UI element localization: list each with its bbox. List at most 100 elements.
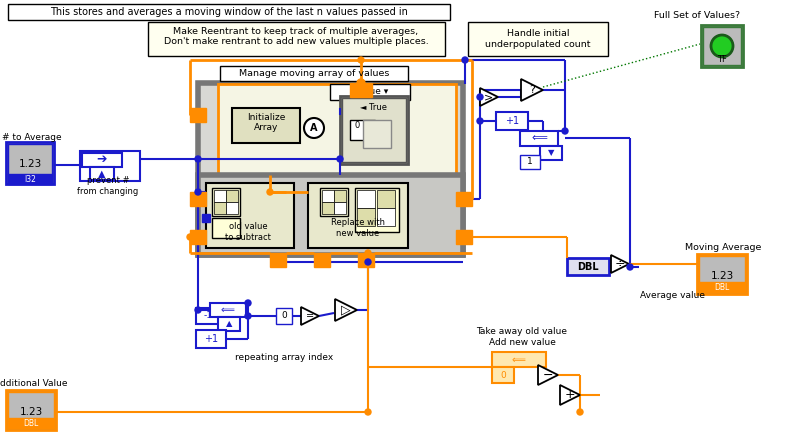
- Text: Handle initial
underpopulated count: Handle initial underpopulated count: [485, 29, 591, 49]
- Circle shape: [304, 118, 324, 138]
- FancyBboxPatch shape: [8, 144, 52, 178]
- FancyBboxPatch shape: [468, 22, 608, 56]
- Circle shape: [365, 259, 371, 265]
- FancyBboxPatch shape: [357, 208, 375, 226]
- FancyBboxPatch shape: [198, 175, 463, 255]
- Text: ▲: ▲: [226, 319, 232, 329]
- Circle shape: [562, 128, 568, 134]
- Circle shape: [195, 307, 201, 313]
- FancyBboxPatch shape: [334, 202, 346, 214]
- FancyBboxPatch shape: [8, 418, 54, 428]
- Text: # to Average: # to Average: [2, 132, 62, 141]
- Text: Initialize: Initialize: [247, 114, 285, 122]
- Circle shape: [267, 189, 273, 195]
- Circle shape: [365, 409, 371, 415]
- FancyBboxPatch shape: [308, 183, 408, 248]
- FancyBboxPatch shape: [540, 146, 562, 160]
- Text: ÷: ÷: [615, 257, 626, 270]
- FancyBboxPatch shape: [342, 98, 406, 162]
- FancyBboxPatch shape: [340, 96, 408, 164]
- Text: repeating array index: repeating array index: [235, 352, 333, 362]
- FancyBboxPatch shape: [314, 253, 330, 267]
- Circle shape: [577, 409, 583, 415]
- FancyBboxPatch shape: [496, 112, 528, 130]
- Circle shape: [462, 57, 468, 63]
- Text: Replace with
new value: Replace with new value: [331, 218, 385, 238]
- Circle shape: [357, 79, 365, 87]
- FancyBboxPatch shape: [206, 183, 294, 248]
- FancyBboxPatch shape: [456, 192, 472, 206]
- FancyBboxPatch shape: [90, 167, 114, 180]
- FancyBboxPatch shape: [8, 392, 54, 428]
- FancyBboxPatch shape: [334, 190, 346, 202]
- FancyBboxPatch shape: [218, 84, 456, 174]
- Text: Additional Value: Additional Value: [0, 379, 68, 388]
- Circle shape: [187, 234, 193, 240]
- FancyBboxPatch shape: [355, 188, 399, 232]
- Text: TF: TF: [717, 56, 727, 65]
- Text: +: +: [565, 388, 575, 401]
- FancyBboxPatch shape: [190, 108, 206, 122]
- FancyBboxPatch shape: [377, 190, 395, 208]
- FancyBboxPatch shape: [492, 352, 546, 367]
- FancyBboxPatch shape: [214, 202, 226, 214]
- Polygon shape: [480, 88, 498, 106]
- Text: ▲: ▲: [99, 168, 106, 178]
- Circle shape: [477, 94, 483, 100]
- Polygon shape: [335, 299, 357, 321]
- Circle shape: [245, 300, 251, 306]
- FancyBboxPatch shape: [220, 66, 408, 81]
- FancyBboxPatch shape: [350, 120, 375, 140]
- Text: =: =: [306, 311, 314, 321]
- FancyBboxPatch shape: [699, 256, 745, 292]
- Text: 1.23: 1.23: [20, 407, 43, 417]
- Text: 0: 0: [355, 121, 361, 129]
- Text: −: −: [543, 368, 553, 381]
- Text: 0: 0: [500, 371, 506, 379]
- Text: ➔: ➔: [97, 154, 107, 167]
- FancyBboxPatch shape: [567, 258, 609, 275]
- Text: A: A: [310, 123, 318, 133]
- FancyBboxPatch shape: [190, 230, 206, 244]
- Circle shape: [358, 57, 364, 63]
- FancyBboxPatch shape: [196, 330, 226, 348]
- FancyBboxPatch shape: [456, 230, 472, 244]
- FancyBboxPatch shape: [276, 308, 292, 324]
- FancyBboxPatch shape: [322, 190, 334, 202]
- FancyBboxPatch shape: [8, 4, 450, 20]
- Text: -1: -1: [204, 312, 212, 320]
- FancyBboxPatch shape: [701, 25, 743, 67]
- FancyBboxPatch shape: [357, 190, 375, 208]
- Text: 1: 1: [527, 158, 533, 167]
- Polygon shape: [538, 365, 558, 385]
- Text: This stores and averages a moving window of the last n values passed in: This stores and averages a moving window…: [50, 7, 408, 17]
- Text: prevent #
from changing: prevent # from changing: [77, 176, 139, 196]
- Circle shape: [195, 156, 201, 162]
- FancyBboxPatch shape: [377, 208, 395, 226]
- FancyBboxPatch shape: [697, 254, 747, 294]
- Text: DBL: DBL: [714, 283, 730, 292]
- FancyBboxPatch shape: [82, 153, 122, 167]
- FancyBboxPatch shape: [148, 22, 445, 56]
- Circle shape: [195, 189, 201, 195]
- Text: Array: Array: [254, 124, 279, 132]
- Text: ⟸: ⟸: [531, 134, 547, 144]
- Text: ⟸: ⟸: [221, 305, 235, 315]
- Text: I32: I32: [24, 174, 36, 184]
- FancyBboxPatch shape: [198, 83, 463, 255]
- FancyBboxPatch shape: [699, 282, 745, 292]
- FancyBboxPatch shape: [6, 390, 56, 430]
- FancyBboxPatch shape: [6, 142, 54, 184]
- Text: +1: +1: [505, 116, 519, 126]
- Text: Make Reentrant to keep track of multiple averages,: Make Reentrant to keep track of multiple…: [174, 26, 418, 36]
- Text: Take away old value
Add new value: Take away old value Add new value: [477, 327, 567, 347]
- FancyBboxPatch shape: [8, 174, 52, 184]
- Circle shape: [711, 35, 733, 57]
- Circle shape: [627, 264, 633, 270]
- Text: Don't make rentrant to add new values multiple places.: Don't make rentrant to add new values mu…: [163, 37, 428, 46]
- FancyBboxPatch shape: [703, 27, 741, 65]
- FancyBboxPatch shape: [226, 190, 238, 202]
- Text: ▷: ▷: [341, 303, 351, 316]
- Text: Full Set of Values?: Full Set of Values?: [654, 11, 740, 20]
- FancyBboxPatch shape: [270, 253, 286, 267]
